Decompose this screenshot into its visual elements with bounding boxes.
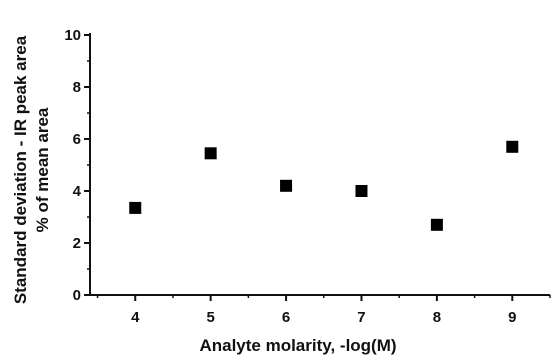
y-tick-label: 6 [73, 131, 81, 148]
y-tick-label: 0 [73, 287, 81, 304]
data-point [355, 185, 368, 197]
x-tick-label: 7 [357, 309, 365, 326]
plot-area: 0 2 4 6 8 10 4 5 6 7 8 9 [64, 27, 551, 326]
y-tick-label: 2 [73, 235, 81, 252]
data-point [280, 179, 293, 192]
y-axis-title-line-1: Standard deviation - IR peak area [11, 35, 30, 304]
x-axis-ticks: 4 5 6 7 8 9 [96, 295, 551, 326]
x-tick-label: 8 [433, 309, 441, 326]
data-point [129, 201, 142, 214]
data-point [430, 218, 443, 231]
x-tick-label: 5 [206, 309, 214, 326]
x-tick-label: 9 [508, 309, 516, 326]
y-tick-label: 4 [73, 183, 82, 200]
data-point [506, 140, 519, 153]
x-axis-title: Analyte molarity, -log(M) [199, 336, 396, 355]
y-tick-label: 10 [64, 27, 81, 44]
data-point [204, 147, 217, 160]
data-points [129, 140, 519, 231]
y-tick-label: 8 [73, 79, 81, 96]
y-axis-title-line-2: % of mean area [33, 107, 52, 232]
y-axis-ticks: 0 2 4 6 8 10 [64, 27, 90, 304]
x-tick-label: 4 [131, 309, 140, 326]
x-tick-label: 6 [282, 309, 290, 326]
